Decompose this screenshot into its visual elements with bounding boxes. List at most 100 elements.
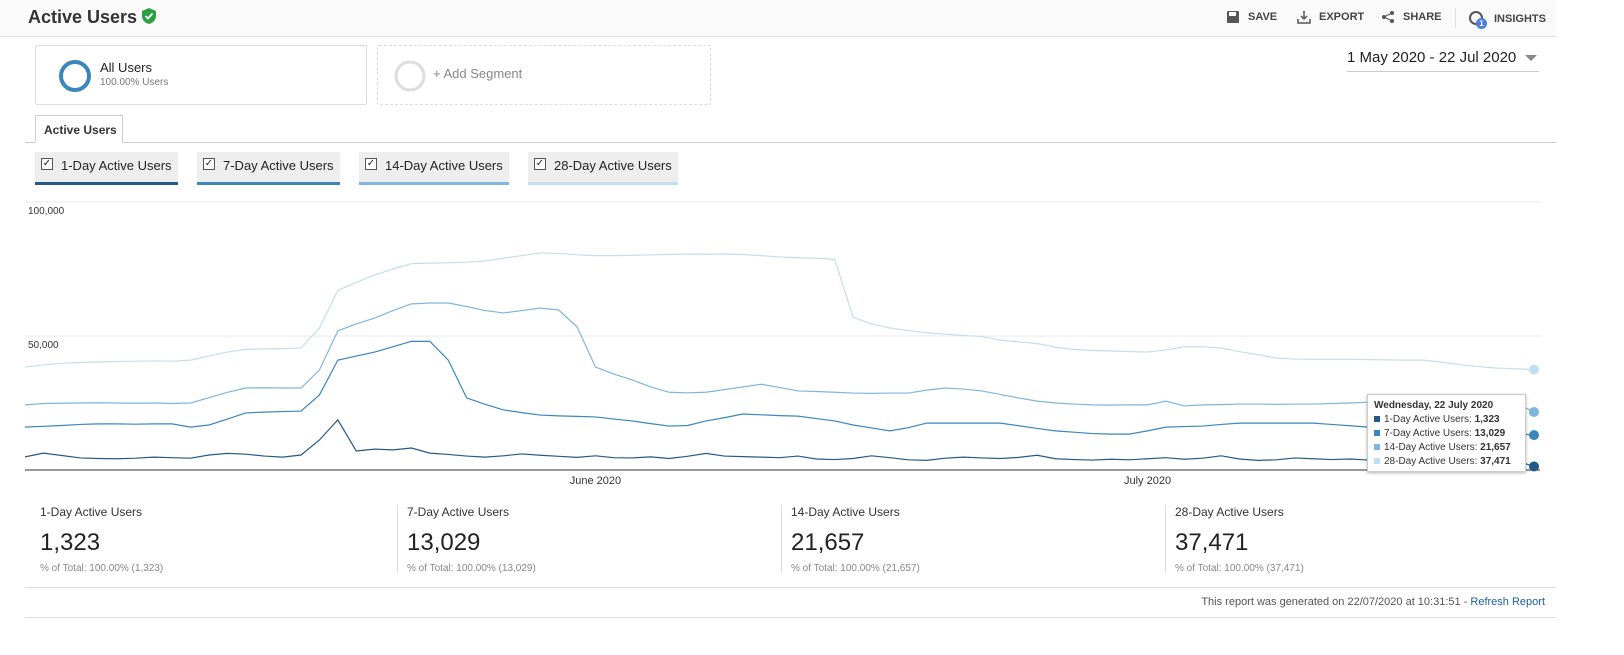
footer-line <box>25 617 1556 618</box>
scorecard: 14-Day Active Users 21,657 % of Total: 100… <box>791 505 1151 574</box>
metric-toggle[interactable]: ✓ 1-Day Active Users <box>35 152 178 185</box>
scorecard-value: 37,471 <box>1175 529 1249 556</box>
series-line <box>24 340 1535 436</box>
scorecard-title: 7-Day Active Users <box>407 505 510 519</box>
insights-badge: 1 <box>1476 18 1487 29</box>
scorecard: 7-Day Active Users 13,029 % of Total: 100.… <box>407 505 767 574</box>
dropdown-arrow <box>1525 55 1537 61</box>
page-title: Active Users <box>28 7 157 28</box>
metric-toggle-label: 7-Day Active Users <box>223 158 334 173</box>
share-button[interactable]: SHARE <box>1381 10 1442 24</box>
checkbox: ✓ <box>41 158 53 170</box>
tooltip-swatch <box>1374 416 1380 422</box>
scorecard-separator <box>781 505 782 573</box>
y-tick-label: 50,000 <box>28 340 59 351</box>
header-bar <box>0 0 1556 37</box>
y-tick-label: 100,000 <box>28 206 65 217</box>
save-button[interactable]: SAVE <box>1226 10 1277 24</box>
scorecard-value: 21,657 <box>791 529 865 556</box>
tooltip-value: 37,471 <box>1480 456 1511 467</box>
tooltip-title: Wednesday, 22 July 2020 <box>1374 400 1494 411</box>
share-icon <box>1382 11 1394 23</box>
share-label: SHARE <box>1403 11 1442 23</box>
chart: 50,000 100,000 June 2020 July 2020 <box>24 201 1540 487</box>
add-segment[interactable]: + Add Segment <box>377 45 711 105</box>
scorecard-total-value: 100.00% (21,657) <box>840 563 920 574</box>
scorecard-title: 28-Day Active Users <box>1175 505 1284 519</box>
end-point <box>1529 406 1539 417</box>
tooltip-row: 7-Day Active Users: 13,029 <box>1374 427 1519 441</box>
scorecard-total-value: 100.00% (1,323) <box>89 563 164 574</box>
segment-name: All Users <box>100 60 153 75</box>
scorecard-title: 14-Day Active Users <box>791 505 900 519</box>
tooltip-swatch <box>1374 444 1380 450</box>
scorecard-total-label: % of Total: <box>791 563 838 574</box>
verified-icon <box>142 8 157 24</box>
title-text: Active Users <box>28 7 138 27</box>
insights-label: INSIGHTS <box>1494 13 1546 25</box>
scorecard-separator <box>397 505 398 573</box>
tab-bar <box>25 142 1556 143</box>
scorecard-total: % of Total: 100.00% (13,029) <box>407 563 767 574</box>
checkbox: ✓ <box>365 158 377 170</box>
metric-toggle-label: 28-Day Active Users <box>554 158 672 173</box>
tooltip-row: 1-Day Active Users: 1,323 <box>1374 413 1519 427</box>
scorecard-total-label: % of Total: <box>40 563 87 574</box>
metric-toggle[interactable]: ✓ 7-Day Active Users <box>197 152 340 185</box>
metric-toggle-label: 14-Day Active Users <box>385 158 503 173</box>
tooltip-rows: 1-Day Active Users: 1,323 7-Day Active Us… <box>1374 413 1519 469</box>
tooltip-series-name: 28-Day Active Users <box>1384 456 1475 467</box>
insights-icon: 1 <box>1468 10 1487 29</box>
scorecard-total-value: 100.00% (13,029) <box>456 563 536 574</box>
add-segment-label: + Add Segment <box>433 66 523 81</box>
segment-all-users[interactable]: All Users 100.00% Users <box>35 45 367 105</box>
export-icon <box>1297 11 1311 24</box>
tooltip-series-name: 1-Day Active Users <box>1384 414 1470 425</box>
series-line <box>24 418 1535 468</box>
scorecard: 28-Day Active Users 37,471 % of Total: 100… <box>1175 505 1535 574</box>
insights-button[interactable]: 1 INSIGHTS <box>1468 10 1546 29</box>
tooltip-series-name: 14-Day Active Users <box>1384 442 1475 453</box>
footer-text: This report was generated on 22/07/2020 … <box>1201 596 1468 608</box>
tooltip-row: 28-Day Active Users: 37,471 <box>1374 455 1519 469</box>
tooltip-swatch <box>1374 458 1380 464</box>
footer-line <box>25 587 1556 588</box>
date-range[interactable]: 1 May 2020 - 22 Jul 2020 <box>1347 49 1539 72</box>
segment-ring <box>59 60 91 92</box>
scorecard-title: 1-Day Active Users <box>40 505 143 519</box>
metric-toggle[interactable]: ✓ 14-Day Active Users <box>359 152 509 185</box>
series-line <box>24 252 1535 371</box>
scorecard: 1-Day Active Users 1,323 % of Total: 100.0… <box>40 505 400 574</box>
tooltip-colon: : <box>1474 442 1481 453</box>
export-label: EXPORT <box>1319 11 1365 23</box>
segment-detail: 100.00% Users <box>100 77 169 88</box>
tooltip-value: 13,029 <box>1474 428 1506 439</box>
metric-toggle[interactable]: ✓ 28-Day Active Users <box>528 152 678 185</box>
scorecard-total: % of Total: 100.00% (37,471) <box>1175 563 1535 574</box>
divider <box>1455 8 1456 28</box>
export-button[interactable]: EXPORT <box>1297 10 1364 24</box>
scorecard-value: 1,323 <box>40 529 101 556</box>
scorecard-value: 13,029 <box>407 529 481 556</box>
save-label: SAVE <box>1248 11 1278 23</box>
tab[interactable]: Active Users <box>35 115 123 143</box>
tooltip-value: 1,323 <box>1474 414 1500 425</box>
series-line <box>24 302 1535 413</box>
checkbox: ✓ <box>534 158 546 170</box>
tooltip: Wednesday, 22 July 2020 1-Day Active User… <box>1367 394 1526 472</box>
refresh-link[interactable]: Refresh Report <box>1470 596 1545 608</box>
tooltip-colon: : <box>1474 456 1481 467</box>
end-point <box>1529 364 1539 375</box>
save-icon <box>1227 11 1239 23</box>
scorecard-total-value: 100.00% (37,471) <box>1224 563 1304 574</box>
footer: This report was generated on 22/07/2020 … <box>1201 596 1545 608</box>
scorecard-total-label: % of Total: <box>407 563 454 574</box>
end-point <box>1529 461 1539 472</box>
metric-toggle-label: 1-Day Active Users <box>61 158 172 173</box>
end-point <box>1529 430 1539 441</box>
scorecard-total-label: % of Total: <box>1175 563 1222 574</box>
tooltip-colon: : <box>1469 428 1475 439</box>
tooltip-colon: : <box>1469 414 1475 425</box>
x-tick-label: July 2020 <box>1124 475 1171 487</box>
